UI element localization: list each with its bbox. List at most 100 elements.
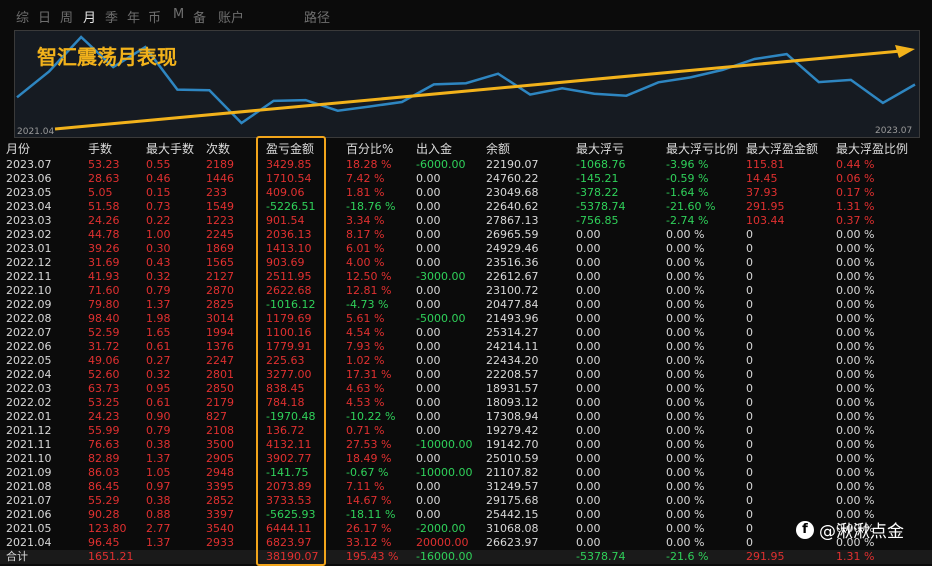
table-cell: 0.61	[146, 396, 171, 409]
table-cell: 115.81	[746, 158, 785, 171]
table-cell: 7.93 %	[346, 340, 385, 353]
table-cell: 0	[746, 340, 753, 353]
table-cell: 0.00 %	[836, 536, 875, 549]
column-header[interactable]: 手数	[88, 142, 113, 156]
column-header[interactable]: 盈亏金额	[266, 142, 315, 156]
table-row[interactable]: 2022.04 52.60 0.32 2801 3277.00 17.31 % 0.00 22…	[0, 368, 932, 382]
tab-8[interactable]: 备	[193, 11, 207, 26]
table-row[interactable]: 2022.06 31.72 0.61 1376 1779.91 7.93 % 0.00 242…	[0, 340, 932, 354]
tab-6[interactable]: 币	[148, 11, 162, 26]
table-cell: 2022.06	[6, 340, 52, 353]
table-cell: 0.00	[576, 522, 601, 535]
table-row[interactable]: 2022.07 52.59 1.65 1994 1100.16 4.54 % 0.00 253…	[0, 326, 932, 340]
table-row[interactable]: 2023.01 39.26 0.30 1869 1413.10 6.01 % 0.00 249…	[0, 242, 932, 256]
column-header[interactable]: 月份	[6, 142, 31, 156]
table-cell: 291.95	[746, 200, 785, 213]
table-cell: 2021.04	[6, 536, 52, 549]
column-header[interactable]: 余额	[486, 142, 511, 156]
table-cell: 17308.94	[486, 410, 539, 423]
tab-7[interactable]: M	[173, 7, 185, 22]
table-row[interactable]: 2021.07 55.29 0.38 2852 3733.53 14.67 % 0.00 29…	[0, 494, 932, 508]
tab-0[interactable]: 综	[16, 11, 30, 26]
table-row[interactable]: 2022.02 53.25 0.61 2179 784.18 4.53 % 0.00 1809…	[0, 396, 932, 410]
table-cell: 53.25	[88, 396, 120, 409]
table-row[interactable]: 2023.06 28.63 0.46 1446 1710.54 7.42 % 0.00 247…	[0, 172, 932, 186]
tab-5[interactable]: 年	[127, 11, 141, 26]
column-header[interactable]: 最大浮盈比例	[836, 142, 909, 156]
tab-2[interactable]: 周	[60, 11, 74, 26]
table-cell: 838.45	[266, 382, 305, 395]
column-header[interactable]: 次数	[206, 142, 231, 156]
table-cell: 3429.85	[266, 158, 312, 171]
table-cell: 21493.96	[486, 312, 539, 325]
table-row[interactable]: 2021.04 96.45 1.37 2933 6823.97 33.12 % 20000.…	[0, 536, 932, 550]
table-row[interactable]: 2023.04 51.58 0.73 1549 -5226.51 -18.76 % 0.00…	[0, 200, 932, 214]
table-cell: 0.00 %	[666, 284, 705, 297]
table-row[interactable]: 2022.01 24.23 0.90 827 -1970.48 -10.22 % 0.00 1…	[0, 410, 932, 424]
tab-4[interactable]: 季	[105, 11, 119, 26]
table-cell: 12.81 %	[346, 284, 392, 297]
table-cell: 27867.13	[486, 214, 539, 227]
table-cell: 0	[746, 284, 753, 297]
table-cell: 1413.10	[266, 242, 312, 255]
table-cell: -141.75	[266, 466, 309, 479]
table-cell: 17.31 %	[346, 368, 392, 381]
table-cell: 0.00	[416, 452, 441, 465]
table-row[interactable]: 2022.12 31.69 0.43 1565 903.69 4.00 % 0.00 2351…	[0, 256, 932, 270]
table-cell: 52.59	[88, 326, 120, 339]
table-cell: 63.73	[88, 382, 120, 395]
table-cell: 86.45	[88, 480, 120, 493]
table-row[interactable]: 2021.06 90.28 0.88 3397 -5625.93 -18.11 % 0.00…	[0, 508, 932, 522]
total-cell: -5378.74	[576, 550, 626, 563]
total-cell: 38190.07	[266, 550, 319, 563]
total-cell: 195.43 %	[346, 550, 399, 563]
table-cell: 1.65	[146, 326, 171, 339]
table-cell: 0.00 %	[836, 508, 875, 521]
table-cell: 20477.84	[486, 298, 539, 311]
table-cell: 3733.53	[266, 494, 312, 507]
table-cell: 25010.59	[486, 452, 539, 465]
table-row[interactable]: 2023.05 5.05 0.15 233 409.06 1.81 % 0.00 23049.…	[0, 186, 932, 200]
table-row[interactable]: 2022.10 71.60 0.79 2870 2622.68 12.81 % 0.00 23…	[0, 284, 932, 298]
trend-arrow-head	[895, 45, 915, 58]
table-row[interactable]: 2021.11 76.63 0.38 3500 4132.11 27.53 % -10000…	[0, 438, 932, 452]
column-header[interactable]: 最大浮亏比例	[666, 142, 739, 156]
column-header[interactable]: 最大浮亏	[576, 142, 625, 156]
table-row[interactable]: 2022.05 49.06 0.27 2247 225.63 1.02 % 0.00 2243…	[0, 354, 932, 368]
table-cell: 0.79	[146, 284, 171, 297]
table-cell: 0.37 %	[836, 214, 875, 227]
table-row[interactable]: 2021.05 123.80 2.77 3540 6444.11 26.17 % -2000…	[0, 522, 932, 536]
table-cell: 0.32	[146, 368, 171, 381]
table-cell: 0.00 %	[836, 466, 875, 479]
column-header[interactable]: 最大浮盈金额	[746, 142, 819, 156]
table-cell: 2022.01	[6, 410, 52, 423]
table-cell: 0.00	[576, 326, 601, 339]
table-row[interactable]: 2022.03 63.73 0.95 2850 838.45 4.63 % 0.00 1893…	[0, 382, 932, 396]
table-cell: 3395	[206, 480, 234, 493]
tab-3[interactable]: 月	[83, 11, 97, 26]
tab-9[interactable]: 账户	[218, 11, 245, 26]
table-cell: 1.37	[146, 298, 171, 311]
table-row[interactable]: 2022.11 41.93 0.32 2127 2511.95 12.50 % -3000.…	[0, 270, 932, 284]
table-row[interactable]: 2022.08 98.40 1.98 3014 1179.69 5.61 % -5000.0…	[0, 312, 932, 326]
table-cell: 0.44 %	[836, 158, 875, 171]
column-header[interactable]: 出入金	[416, 142, 453, 156]
table-row[interactable]: 2023.03 24.26 0.22 1223 901.54 3.34 % 0.00 2786…	[0, 214, 932, 228]
table-row[interactable]: 2023.02 44.78 1.00 2245 2036.13 8.17 % 0.00 269…	[0, 228, 932, 242]
tab-1[interactable]: 日	[38, 11, 52, 26]
column-header[interactable]: 百分比%	[346, 142, 394, 156]
table-cell: 31249.57	[486, 480, 539, 493]
table-row[interactable]: 2022.09 79.80 1.37 2825 -1016.12 -4.73 % 0.00 2…	[0, 298, 932, 312]
table-row[interactable]: 2021.09 86.03 1.05 2948 -141.75 -0.67 % -10000…	[0, 466, 932, 480]
table-row[interactable]: 2021.10 82.89 1.37 2905 3902.77 18.49 % 0.00 25…	[0, 452, 932, 466]
table-cell: 0.95	[146, 382, 171, 395]
table-cell: 2245	[206, 228, 234, 241]
table-cell: 22434.20	[486, 354, 539, 367]
column-header[interactable]: 最大手数	[146, 142, 195, 156]
table-row[interactable]: 2023.07 53.23 0.55 2189 3429.85 18.28 % -6000.…	[0, 158, 932, 172]
tab-11[interactable]: 路径	[304, 11, 331, 26]
table-row[interactable]: 2021.08 86.45 0.97 3395 2073.89 7.11 % 0.00 312…	[0, 480, 932, 494]
table-cell: 0.90	[146, 410, 171, 423]
table-cell: 44.78	[88, 228, 120, 241]
table-row[interactable]: 2021.12 55.99 0.79 2108 136.72 0.71 % 0.00 1927…	[0, 424, 932, 438]
